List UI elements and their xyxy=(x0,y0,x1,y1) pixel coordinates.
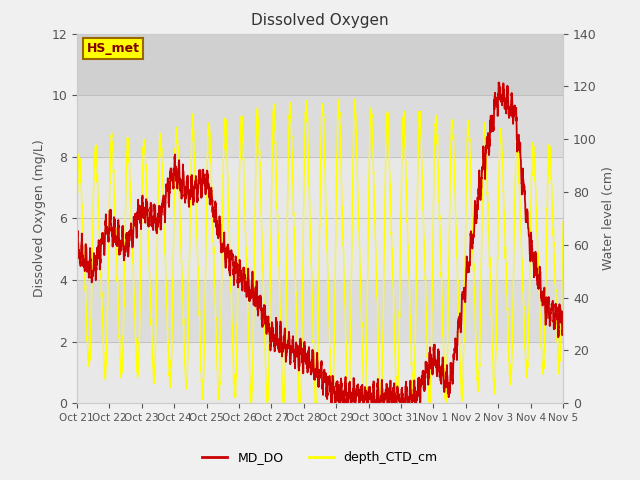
Bar xyxy=(77,34,563,95)
Text: HS_met: HS_met xyxy=(86,42,140,55)
Y-axis label: Dissolved Oxygen (mg/L): Dissolved Oxygen (mg/L) xyxy=(33,140,45,297)
Legend: MD_DO, depth_CTD_cm: MD_DO, depth_CTD_cm xyxy=(197,446,443,469)
Bar xyxy=(77,342,563,403)
Bar xyxy=(77,95,563,157)
Y-axis label: Water level (cm): Water level (cm) xyxy=(602,167,615,270)
Title: Dissolved Oxygen: Dissolved Oxygen xyxy=(251,13,389,28)
Bar xyxy=(77,157,563,280)
Bar xyxy=(77,280,563,342)
